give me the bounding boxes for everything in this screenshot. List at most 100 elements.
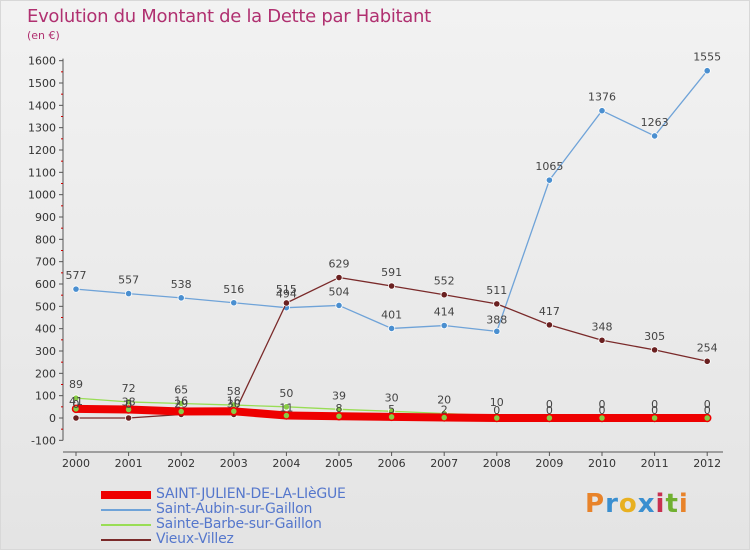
series-point-1 (440, 321, 448, 330)
chart-subtitle: (en €) (27, 29, 60, 42)
data-label-series-3: 417 (539, 305, 560, 318)
data-label-series-3: 511 (486, 284, 507, 297)
chart-title: Evolution du Montant de la Dette par Hab… (27, 6, 431, 27)
data-label-series-0: 0 (546, 404, 553, 417)
x-tick-label: 2002 (167, 457, 195, 470)
y-tick-label: 100 (35, 390, 56, 403)
series-point-3 (72, 414, 80, 422)
data-label-series-0: 0 (651, 404, 658, 417)
data-label-series-3: 16 (174, 394, 188, 407)
data-label-series-0: 29 (174, 398, 188, 411)
series-point-0 (597, 413, 607, 423)
y-tick-label: 600 (35, 278, 56, 291)
data-label-series-3: 0 (73, 398, 80, 411)
data-label-series-1: 577 (66, 269, 87, 282)
series-point-0 (650, 413, 659, 423)
data-label-series-2: 58 (227, 385, 241, 398)
data-label-series-3: 552 (434, 275, 455, 288)
series-point-3 (598, 336, 606, 344)
data-label-series-1: 1263 (641, 116, 669, 129)
data-label-series-0: 11 (279, 402, 293, 415)
data-label-series-0: 0 (493, 404, 500, 417)
x-tick-label: 2008 (483, 457, 511, 470)
data-label-series-1: 538 (171, 278, 192, 291)
series-point-0 (176, 407, 186, 416)
series-point-0 (702, 413, 712, 423)
legend-label-series-1: Saint-Aubin-sur-Gaillon (156, 501, 313, 517)
legend-label-series-2: Sainte-Barbe-sur-Gaillon (156, 516, 322, 532)
y-tick-label: 1100 (28, 166, 56, 179)
data-label-series-3: 629 (329, 258, 350, 271)
y-tick-label: 1500 (28, 77, 56, 90)
y-tick-label: 1400 (28, 99, 56, 112)
y-tick-label: 0 (49, 412, 56, 425)
series-point-1 (598, 107, 606, 115)
x-tick-label: 2006 (378, 457, 406, 470)
legend-label-series-3: Vieux-Villez (156, 531, 234, 547)
data-label-series-1: 414 (434, 306, 455, 319)
x-tick-label: 2009 (535, 457, 563, 470)
series-point-3 (282, 299, 290, 307)
data-label-series-1: 388 (486, 313, 507, 326)
series-point-1 (650, 132, 659, 140)
series-point-0 (387, 412, 396, 422)
data-label-series-2: 0 (599, 398, 606, 411)
data-label-series-3: 16 (227, 394, 241, 407)
x-tick-label: 2001 (115, 457, 143, 470)
y-tick-label: 400 (35, 323, 56, 336)
series-point-3 (650, 346, 659, 354)
series-point-0 (545, 413, 554, 423)
y-tick-label: 1300 (28, 122, 56, 135)
y-tick-label: -100 (31, 434, 56, 447)
series-point-0 (71, 404, 81, 414)
series-point-2 (282, 403, 290, 411)
series-point-3 (545, 321, 554, 329)
y-tick-label: 700 (35, 256, 56, 269)
series-point-0 (124, 405, 133, 414)
series-point-0 (282, 411, 291, 420)
series-point-0 (492, 413, 502, 423)
series-point-3 (440, 291, 448, 299)
logo-letter: o (618, 489, 638, 519)
series-point-2 (72, 394, 80, 402)
series-point-3 (335, 273, 343, 282)
data-label-series-3: 254 (697, 341, 718, 354)
data-label-series-0: 0 (704, 404, 711, 417)
logo-letter: r (605, 489, 619, 519)
proxiti-logo[interactable]: Proxiti (585, 489, 689, 519)
data-label-series-2: 0 (546, 398, 553, 411)
data-label-series-2: 72 (122, 382, 136, 395)
data-label-series-0: 8 (336, 402, 343, 415)
data-label-series-3: 348 (592, 320, 613, 333)
legend-swatch-series-2 (101, 524, 151, 526)
series-point-0 (439, 413, 449, 422)
data-label-series-1: 504 (329, 285, 350, 298)
series-point-3 (125, 414, 133, 422)
logo-letter: i (678, 489, 689, 519)
series-point-1 (493, 327, 501, 335)
series-point-1 (177, 294, 185, 302)
series-point-1 (335, 301, 343, 310)
data-label-series-2: 10 (490, 396, 504, 409)
series-point-3 (387, 282, 396, 290)
legend-swatch-series-1 (101, 509, 151, 511)
data-label-series-0: 41 (69, 395, 83, 408)
y-tick-label: 1200 (28, 144, 56, 157)
data-label-series-3: 515 (276, 283, 297, 296)
y-tick-label: 1000 (28, 189, 56, 202)
legend-swatch-series-3 (101, 539, 151, 541)
series-point-1 (72, 285, 80, 293)
series-line-1 (75, 70, 708, 332)
data-label-series-2: 65 (174, 383, 188, 396)
data-label-series-2: 39 (332, 389, 346, 402)
x-tick-label: 2005 (325, 457, 353, 470)
y-tick-label: 300 (35, 345, 56, 358)
series-point-0 (334, 411, 344, 421)
data-label-series-1: 1376 (588, 91, 616, 104)
series-0 (71, 404, 712, 423)
series-point-1 (387, 324, 396, 333)
logo-letter: i (655, 489, 666, 519)
data-label-series-1: 1065 (535, 160, 563, 173)
